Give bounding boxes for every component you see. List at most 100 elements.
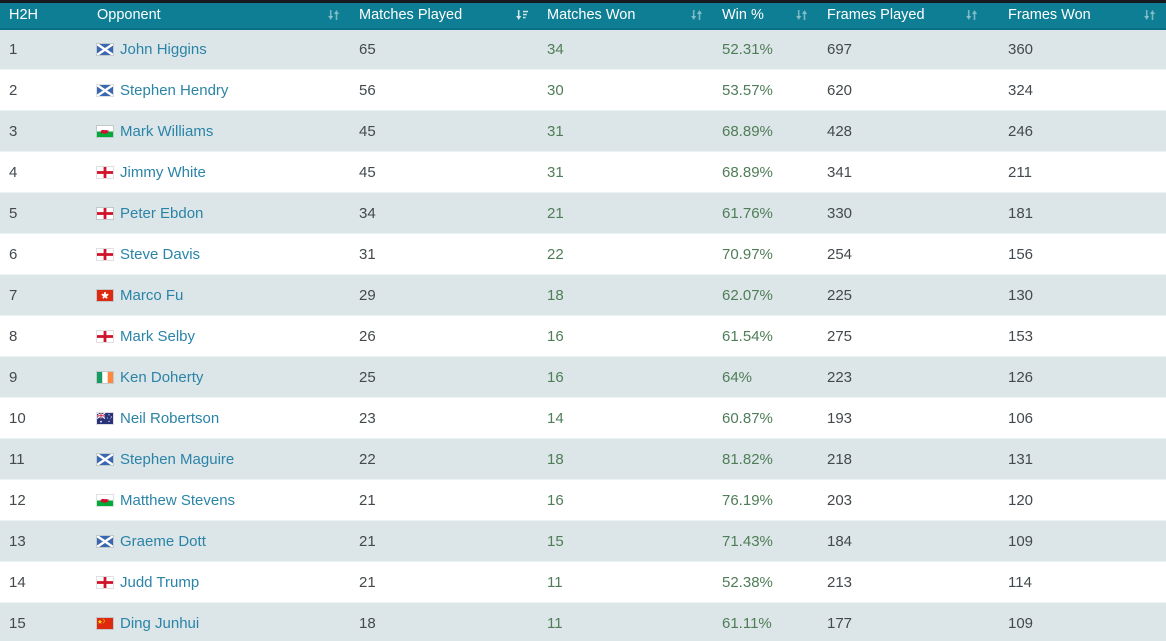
matches-won-cell: 31 [538,110,713,152]
flag-ireland-icon [97,371,113,383]
player-link[interactable]: Judd Trump [120,573,200,591]
matches-won-cell: 16 [538,356,713,398]
matches-won-cell: 14 [538,397,713,439]
frames-won-cell: 126 [988,356,1166,398]
win-pct-cell: 61.11% [713,602,818,641]
flag-scotland-icon [97,453,113,465]
matches-played-cell: 21 [350,520,538,562]
h2h-rank-cell: 6 [0,233,88,275]
flag-england-icon [97,248,113,260]
frames-played-cell: 184 [818,520,988,562]
matches-won-cell: 18 [538,438,713,480]
table-row: 2 Stephen Hendry 56 30 53.57% 620 324 [0,69,1166,111]
sort-toggle-icon [965,9,978,22]
player-link[interactable]: Neil Robertson [120,409,220,427]
table-row: 15 Ding Junhui 18 11 61.11% 177 109 [0,602,1166,641]
header-row: H2H Opponent Matches Played Matches Won … [0,0,1166,30]
win-pct-cell: 68.89% [713,110,818,152]
frames-played-cell: 341 [818,151,988,193]
frames-won-cell: 114 [988,561,1166,603]
table-row: 6 Steve Davis 31 22 70.97% 254 156 [0,233,1166,275]
matches-won-cell: 22 [538,233,713,275]
sort-toggle-icon [690,9,703,22]
player-link[interactable]: Marco Fu [120,286,184,304]
win-pct-cell: 70.97% [713,233,818,275]
player-link[interactable]: Stephen Maguire [120,450,235,468]
matches-won-cell: 15 [538,520,713,562]
frames-won-cell: 109 [988,602,1166,641]
player-link[interactable]: Ding Junhui [120,614,200,632]
player-link[interactable]: Mark Selby [120,327,196,345]
h2h-rank-cell: 4 [0,151,88,193]
matches-played-cell: 21 [350,561,538,603]
win-pct-cell: 64% [713,356,818,398]
matches-played-cell: 23 [350,397,538,439]
player-link[interactable]: Ken Doherty [120,368,204,386]
opponent-cell: Stephen Hendry [88,69,350,111]
player-link[interactable]: Stephen Hendry [120,81,229,99]
player-link[interactable]: Graeme Dott [120,532,206,550]
frames-won-cell: 106 [988,397,1166,439]
h2h-rank-cell: 5 [0,192,88,234]
table-row: 12 Matthew Stevens 21 16 76.19% 203 120 [0,479,1166,521]
matches-won-cell: 18 [538,274,713,316]
sort-toggle-icon [327,9,340,22]
opponent-cell: Stephen Maguire [88,438,350,480]
column-header-label: Frames Played [827,7,925,24]
flag-wales-icon [97,494,113,506]
h2h-rank-cell: 8 [0,315,88,357]
flag-hongkong-icon [97,289,113,301]
column-header-frames_played[interactable]: Frames Played [818,0,988,30]
player-link[interactable]: Peter Ebdon [120,204,204,222]
column-header-label: Matches Played [359,7,463,24]
frames-won-cell: 246 [988,110,1166,152]
opponent-cell: Graeme Dott [88,520,350,562]
frames-won-cell: 130 [988,274,1166,316]
player-link[interactable]: Jimmy White [120,163,206,181]
column-header-name[interactable]: Opponent [88,0,350,30]
opponent-cell: Mark Williams [88,110,350,152]
column-header-h2h: H2H [0,0,88,30]
frames-won-cell: 211 [988,151,1166,193]
matches-played-cell: 45 [350,151,538,193]
matches-won-cell: 30 [538,69,713,111]
opponent-cell: Marco Fu [88,274,350,316]
matches-played-cell: 22 [350,438,538,480]
matches-played-cell: 18 [350,602,538,641]
flag-england-icon [97,330,113,342]
win-pct-cell: 52.38% [713,561,818,603]
table-row: 1 John Higgins 65 34 52.31% 697 360 [0,28,1166,70]
opponent-cell: Peter Ebdon [88,192,350,234]
table-row: 4 Jimmy White 45 31 68.89% 341 211 [0,151,1166,193]
player-link[interactable]: Matthew Stevens [120,491,236,509]
win-pct-cell: 76.19% [713,479,818,521]
matches-played-cell: 25 [350,356,538,398]
column-header-win_pct[interactable]: Win % [713,0,818,30]
player-link[interactable]: John Higgins [120,40,207,58]
frames-won-cell: 181 [988,192,1166,234]
matches-played-cell: 31 [350,233,538,275]
matches-played-cell: 34 [350,192,538,234]
opponent-cell: John Higgins [88,28,350,70]
table-row: 14 Judd Trump 21 11 52.38% 213 114 [0,561,1166,603]
player-link[interactable]: Steve Davis [120,245,201,263]
win-pct-cell: 52.31% [713,28,818,70]
frames-won-cell: 120 [988,479,1166,521]
opponent-cell: Steve Davis [88,233,350,275]
column-header-matches_played[interactable]: Matches Played [350,0,538,30]
frames-played-cell: 225 [818,274,988,316]
player-link[interactable]: Mark Williams [120,122,214,140]
frames-played-cell: 193 [818,397,988,439]
column-header-matches_won[interactable]: Matches Won [538,0,713,30]
frames-won-cell: 131 [988,438,1166,480]
table-row: 5 Peter Ebdon 34 21 61.76% 330 181 [0,192,1166,234]
table-row: 13 Graeme Dott 21 15 71.43% 184 109 [0,520,1166,562]
win-pct-cell: 53.57% [713,69,818,111]
win-pct-cell: 68.89% [713,151,818,193]
sort-toggle-icon [1143,9,1156,22]
opponent-cell: Matthew Stevens [88,479,350,521]
h2h-rank-cell: 1 [0,28,88,70]
column-header-frames_won[interactable]: Frames Won [988,0,1166,30]
frames-won-cell: 109 [988,520,1166,562]
